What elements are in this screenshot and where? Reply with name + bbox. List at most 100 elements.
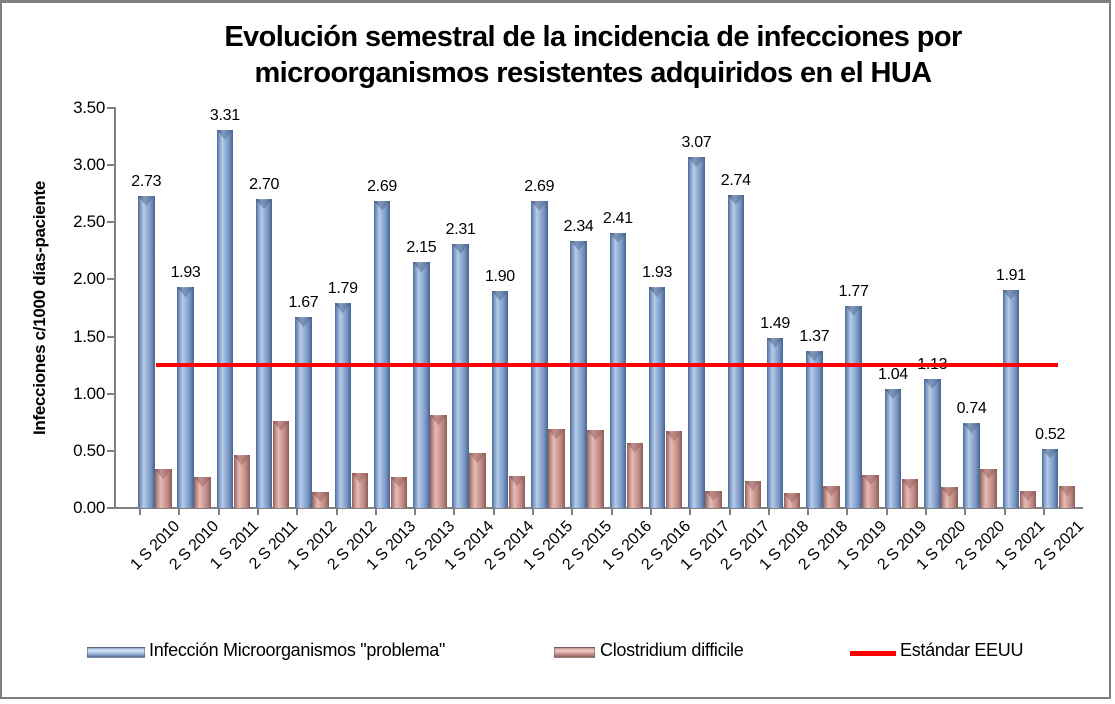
- y-tick-label: 3.00: [73, 155, 105, 175]
- bar-top-bevel: [941, 487, 958, 498]
- bar-clostridium-difficile-1-s-2013: [390, 477, 408, 508]
- bar-top-bevel: [452, 244, 469, 254]
- bar-top-bevel: [351, 472, 368, 483]
- y-tick-mark: [107, 335, 115, 338]
- bar-microorganismos-problema-1-s-2019: [845, 305, 862, 508]
- bar-top-bevel: [233, 455, 251, 466]
- data-label-1-s-2021: 1.91: [995, 266, 1026, 284]
- x-tick-mark: [178, 509, 181, 515]
- bar-clostridium-difficile-1-s-2017: [705, 490, 722, 508]
- x-tick-mark: [296, 509, 299, 515]
- bar-clostridium-difficile-1-s-2018: [783, 493, 801, 508]
- bar-clostridium-difficile-2-s-2010: [194, 477, 211, 508]
- x-tick-mark: [532, 509, 534, 515]
- bar-microorganismos-problema-2-s-2013: [413, 262, 430, 508]
- x-tick-mark: [649, 509, 652, 515]
- bar-top-bevel: [901, 479, 919, 490]
- bar-clostridium-difficile-1-s-2012: [312, 492, 329, 508]
- bar-top-bevel: [216, 129, 234, 140]
- data-label-2-s-2017: 2.74: [720, 171, 751, 189]
- bar-clostridium-difficile-2-s-2014: [508, 476, 526, 508]
- y-tick-label: 0.50: [73, 440, 105, 460]
- data-label-2-s-2014: 1.90: [484, 267, 515, 285]
- bar-top-bevel: [295, 317, 312, 328]
- x-axis-line: [114, 507, 1083, 509]
- bar-microorganismos-problema-1-s-2020: [924, 378, 941, 508]
- y-tick-label: 1.50: [73, 326, 105, 346]
- data-label-2-s-2013: 2.15: [406, 239, 437, 257]
- bar-clostridium-difficile-2-s-2015: [587, 430, 604, 508]
- data-label-1-s-2012: 1.67: [288, 294, 319, 312]
- bar-top-bevel: [373, 200, 391, 211]
- x-tick-mark: [1042, 509, 1045, 515]
- x-tick-mark: [139, 509, 141, 515]
- x-tick-mark: [610, 509, 613, 515]
- y-axis-line: [114, 107, 116, 509]
- x-tick-mark: [964, 509, 967, 515]
- bar-top-bevel: [531, 200, 548, 211]
- bar-top-bevel: [766, 337, 784, 348]
- legend-swatch-infeccion-microorganismos: [87, 647, 145, 658]
- data-label-2-s-2010: 1.93: [170, 264, 201, 282]
- bar-microorganismos-problema-1-s-2016: [609, 232, 627, 508]
- bar-top-bevel: [1041, 448, 1059, 459]
- bar-top-bevel: [413, 262, 430, 273]
- bar-clostridium-difficile-2-s-2017: [744, 480, 761, 508]
- y-tick-label: 1.00: [73, 383, 105, 403]
- bar-top-bevel: [469, 453, 486, 464]
- y-tick-mark: [107, 449, 115, 452]
- bar-top-bevel: [1019, 490, 1037, 501]
- x-tick-mark: [571, 509, 574, 515]
- bar-microorganismos-problema-1-s-2018: [766, 337, 784, 508]
- legend-swatch-estandar-eeuu-line: [850, 651, 896, 656]
- data-label-2-s-2015: 2.34: [563, 217, 594, 235]
- y-tick-label: 2.00: [73, 269, 105, 289]
- bar-top-bevel: [862, 474, 879, 485]
- legend-label-clostridium-difficile: Clostridium difficile: [600, 640, 744, 660]
- bar-top-bevel: [138, 196, 155, 206]
- bar-top-bevel: [727, 194, 744, 205]
- data-label-1-s-2016: 2.41: [602, 209, 633, 227]
- chart-title: Evolución semestral de la incidencia de …: [107, 19, 1079, 91]
- bar-microorganismos-problema-2-s-2011: [255, 199, 273, 508]
- bar-top-bevel: [430, 415, 447, 426]
- bar-top-bevel: [570, 240, 587, 251]
- data-label-1-s-2011: 3.31: [209, 106, 240, 124]
- x-tick-mark: [807, 509, 810, 515]
- bar-microorganismos-problema-1-s-2011: [216, 129, 234, 508]
- y-tick-mark: [107, 107, 115, 109]
- x-tick-mark: [767, 509, 770, 515]
- x-tick-mark: [728, 509, 731, 515]
- y-tick-mark: [107, 221, 115, 224]
- bar-top-bevel: [508, 476, 526, 486]
- bar-microorganismos-problema-2-s-2016: [648, 287, 666, 508]
- x-tick-mark: [885, 509, 888, 515]
- bar-clostridium-difficile-2-s-2013: [430, 415, 447, 508]
- bar-top-bevel: [587, 430, 604, 441]
- bar-clostridium-difficile-2-s-2016: [665, 431, 683, 508]
- data-label-2-s-2012: 1.79: [327, 280, 358, 298]
- bar-top-bevel: [665, 431, 683, 442]
- bar-microorganismos-problema-2-s-2015: [570, 240, 587, 508]
- bar-microorganismos-problema-2-s-2018: [806, 351, 823, 508]
- data-label-1-s-2019: 1.77: [838, 282, 869, 300]
- legend-swatch-clostridium-difficile: [554, 647, 595, 658]
- bar-clostridium-difficile-2-s-2011: [272, 421, 290, 508]
- y-tick-label: 2.50: [73, 212, 105, 232]
- y-tick-label: 0.00: [73, 498, 105, 517]
- data-label-1-s-2015: 2.69: [524, 177, 555, 195]
- x-tick-mark: [414, 509, 417, 515]
- bar-top-bevel: [548, 429, 565, 440]
- y-tick-mark: [107, 278, 115, 281]
- y-axis-title: Infecciones c/1000 días-paciente: [30, 180, 49, 436]
- x-tick-mark: [374, 509, 377, 515]
- bar-top-bevel: [963, 423, 980, 434]
- chart-title-line-2: microorganismos resistentes adquiridos e…: [254, 57, 932, 89]
- bar-top-bevel: [688, 157, 705, 168]
- bar-clostridium-difficile-2-s-2020: [980, 469, 997, 508]
- bar-top-bevel: [924, 378, 941, 389]
- data-label-2-s-2018: 1.37: [799, 328, 830, 346]
- bar-top-bevel: [1058, 486, 1076, 497]
- chart-title-line-1: Evolución semestral de la incidencia de …: [224, 21, 962, 53]
